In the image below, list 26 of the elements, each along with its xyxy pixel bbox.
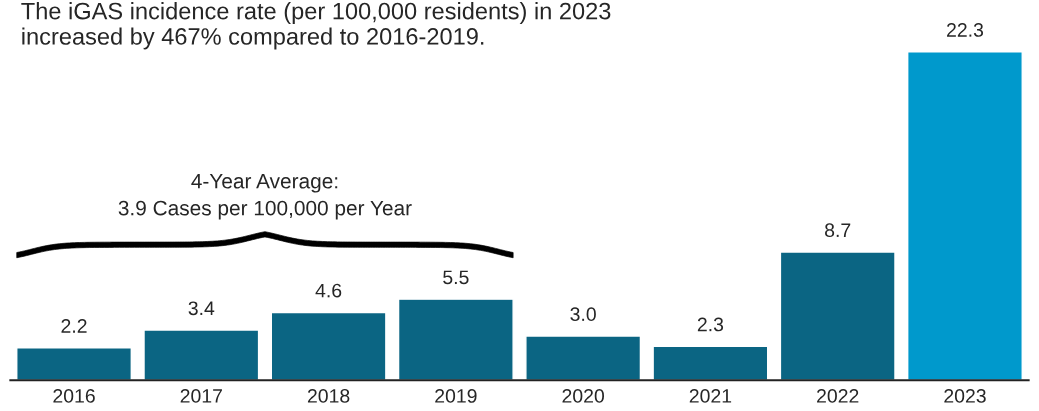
data-label: 3.0 [570, 307, 596, 322]
x-tick-label: 2017 [180, 389, 222, 403]
x-tick-label: 2019 [435, 389, 477, 403]
x-tick-label: 2020 [562, 389, 605, 403]
bar [907, 51, 1023, 381]
x-tick-label: 2016 [53, 389, 95, 403]
bar [779, 251, 896, 381]
x-tick-label: 2022 [817, 389, 859, 403]
bar [652, 345, 769, 381]
data-label: 5.5 [443, 270, 469, 285]
data-label: 8.7 [825, 223, 851, 238]
bar [270, 311, 387, 381]
data-label: 22.3 [947, 23, 984, 37]
bar [16, 347, 132, 381]
x-tick-label: 2023 [944, 389, 986, 403]
data-label: 2.3 [697, 317, 724, 332]
x-tick-label: 2018 [307, 389, 350, 403]
data-label: 3.4 [188, 301, 215, 316]
x-tick-label: 2021 [689, 389, 732, 403]
data-label: 4.6 [315, 283, 342, 298]
bar [143, 329, 260, 381]
chart-title: The iGAS incidence rate (per 100,000 residents) in 2023 increased by 467% compared to 2016-2019. [21, 2, 611, 50]
annotation: 4-Year Average: 3.9 Cases per 100,000 per Year [118, 173, 412, 220]
bar [397, 298, 514, 381]
data-label: 2.2 [61, 319, 87, 333]
bar [525, 335, 642, 381]
